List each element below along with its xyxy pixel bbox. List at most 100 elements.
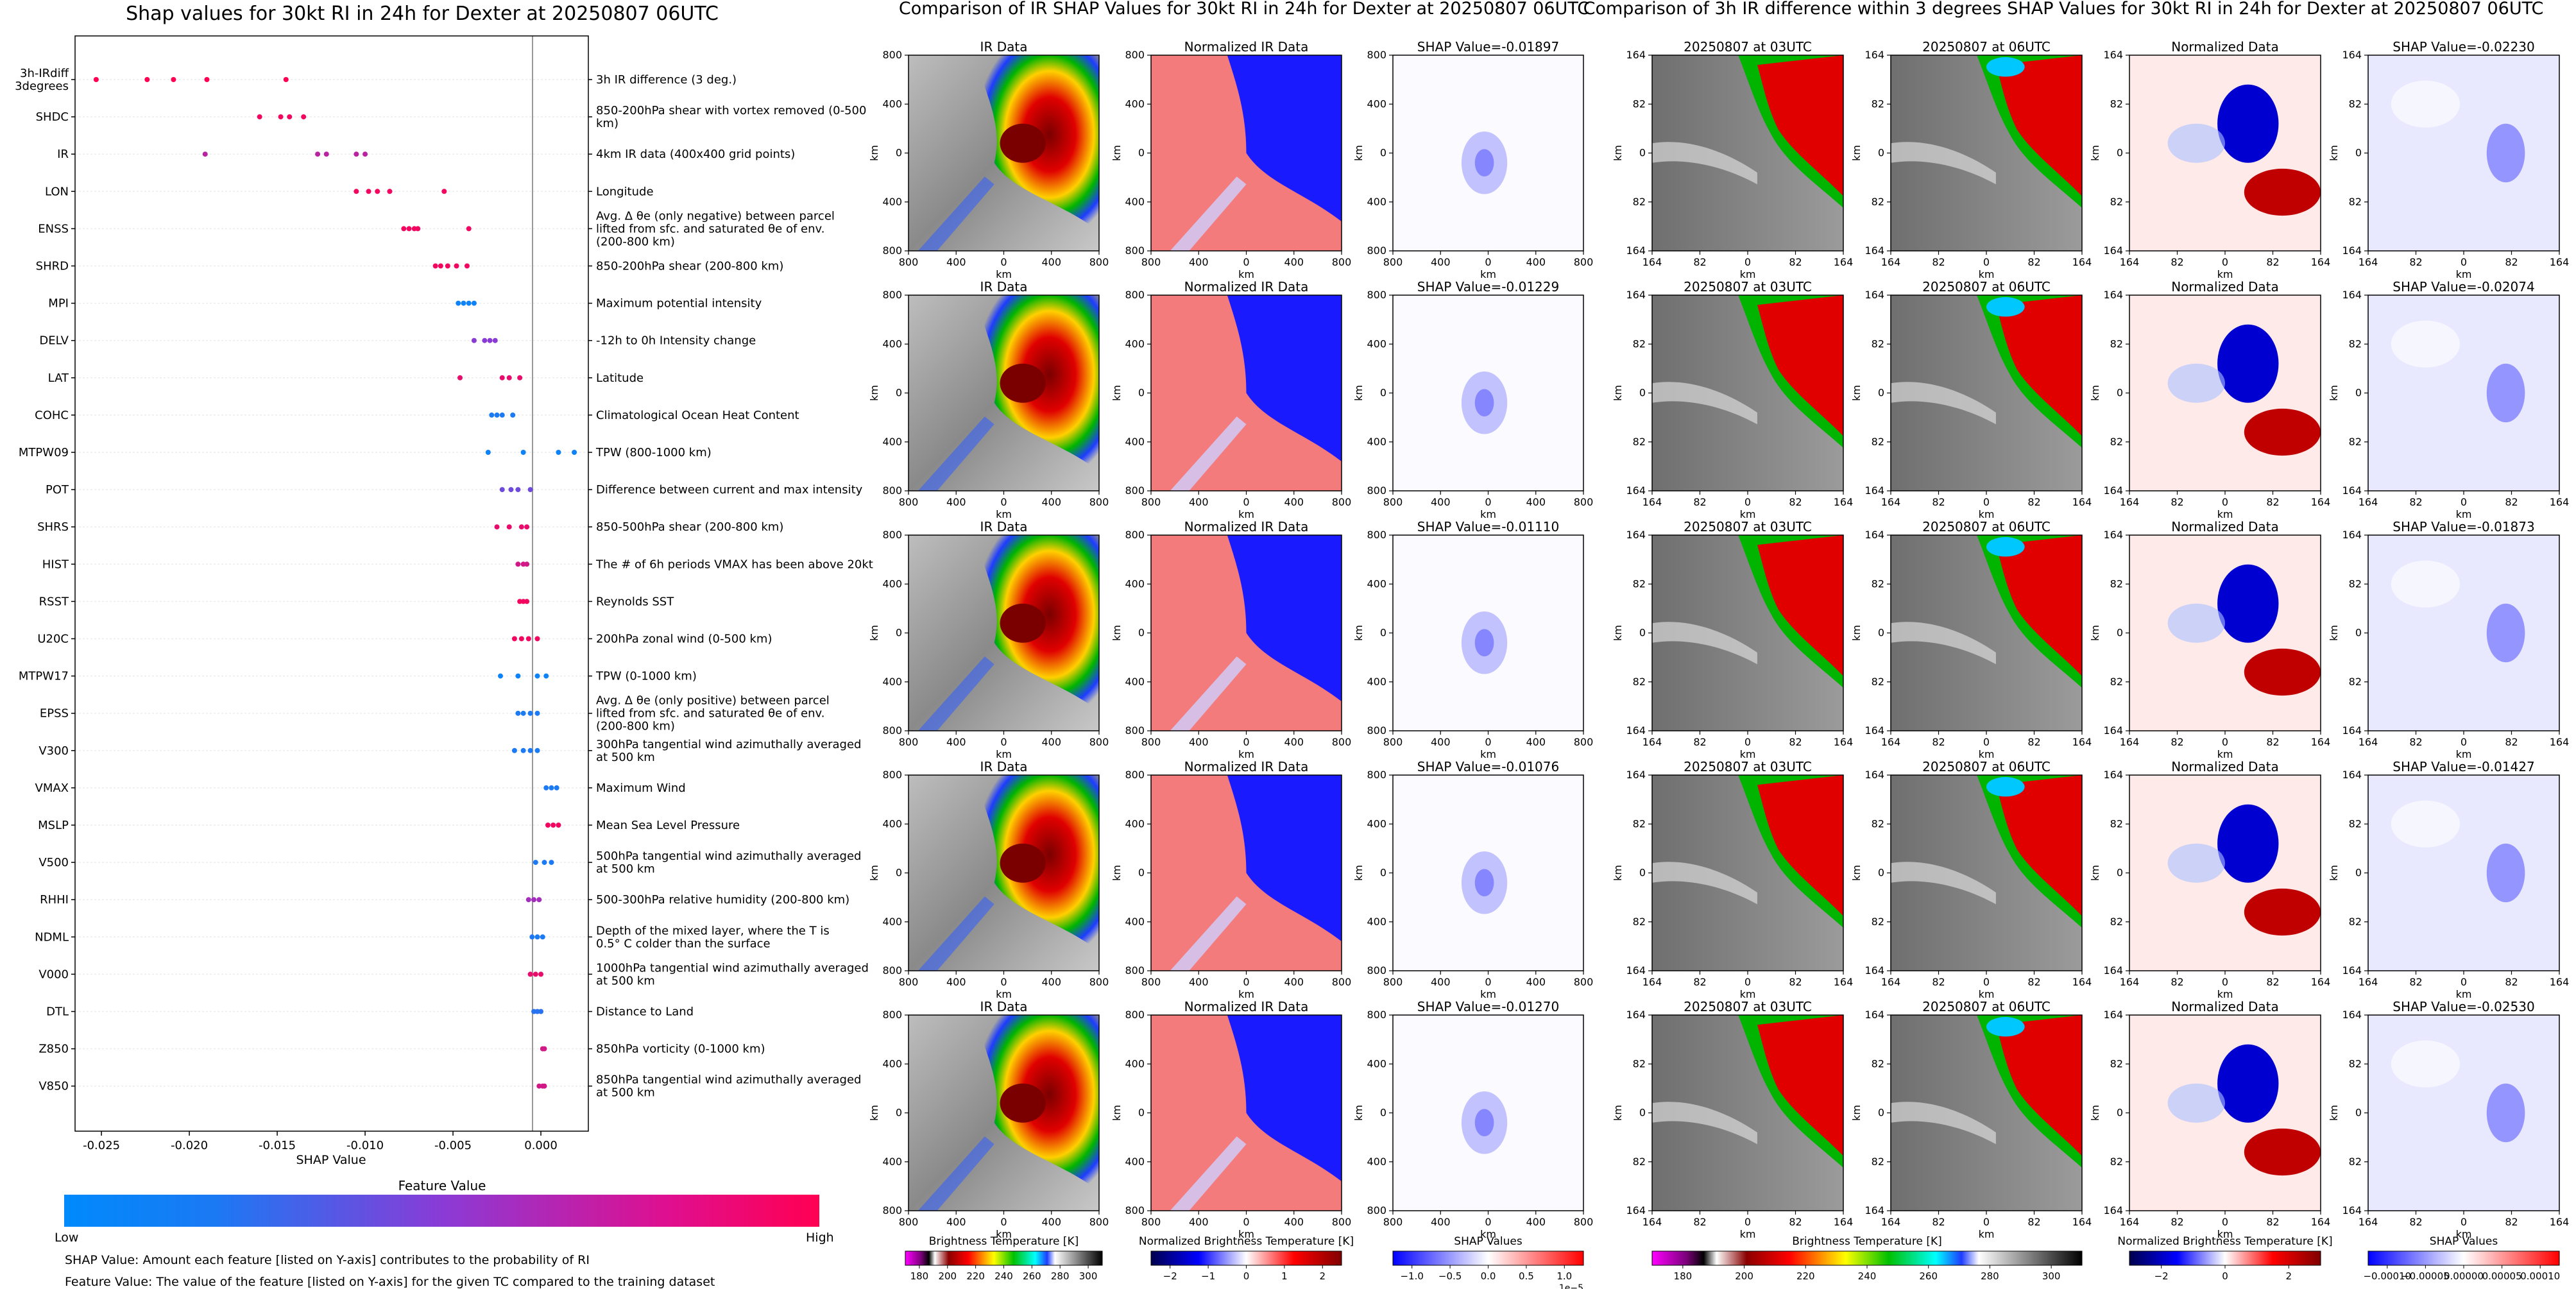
x-tick-label: 800 bbox=[1574, 976, 1594, 988]
colorbar-tick-label: 300 bbox=[1079, 1270, 1098, 1282]
x-tick-label: 82 bbox=[2505, 736, 2518, 748]
colorbar-tick-label: 2 bbox=[2286, 1270, 2292, 1282]
feature-desc-26: 850hPa vorticity (0-1000 km) bbox=[596, 1043, 765, 1056]
y-axis-label: km bbox=[2328, 865, 2340, 881]
shap-point bbox=[542, 1083, 547, 1089]
y-axis-label: km bbox=[1111, 145, 1123, 161]
shap-beeswarm-panel: Shap values for 30kt RI in 24h for Dexte… bbox=[15, 3, 873, 1289]
x-tick-label: 800 bbox=[1332, 256, 1352, 268]
x-tick-label: 164 bbox=[1834, 976, 1854, 988]
shap-point bbox=[533, 860, 538, 866]
y-axis-label: km bbox=[1111, 385, 1123, 401]
y-tick-label: 164 bbox=[2103, 724, 2123, 737]
feature-desc-20: Mean Sea Level Pressure bbox=[596, 819, 740, 832]
feature-desc-line: at 500 km bbox=[596, 1086, 655, 1100]
y-tick-label: 400 bbox=[1125, 817, 1145, 830]
y-tick-label: 400 bbox=[1125, 98, 1145, 110]
feature-label-10: MTPW09 bbox=[19, 446, 69, 459]
panel-title: Normalized IR Data bbox=[1184, 279, 1309, 295]
panel-title: IR Data bbox=[980, 519, 1028, 534]
x-axis-label: km bbox=[2456, 268, 2472, 280]
panel-title: SHAP Value=-0.01076 bbox=[1417, 759, 1559, 774]
feature-desc-line: (200-800 km) bbox=[596, 235, 675, 248]
feature-label-18: V300 bbox=[38, 744, 69, 758]
shap-point bbox=[506, 524, 512, 530]
colorbar-tick-label: 300 bbox=[2042, 1270, 2061, 1282]
feature-label-line: V850 bbox=[38, 1080, 69, 1093]
shap-point bbox=[536, 1083, 542, 1089]
shap-point bbox=[529, 934, 535, 940]
feature-desc-4: Avg. Δ θe (only negative) between parcel… bbox=[596, 209, 835, 248]
feature-desc-line: lifted from sfc. and saturated θe of env… bbox=[596, 707, 824, 721]
norm-negative bbox=[2217, 564, 2279, 643]
y-tick-label: 82 bbox=[1872, 577, 1884, 590]
colorbar-tick-label: 180 bbox=[1674, 1270, 1693, 1282]
storm-core bbox=[1000, 363, 1046, 403]
x-tick-label: 0 bbox=[1744, 976, 1751, 988]
y-tick-label: 0 bbox=[1878, 1107, 1884, 1119]
feature-desc-5: 850-200hPa shear (200-800 km) bbox=[596, 260, 783, 273]
cold-top bbox=[1986, 777, 2025, 797]
cloud-streak bbox=[1652, 382, 1757, 425]
feature-label-25: DTL bbox=[46, 1005, 69, 1019]
colorbar-tick-label: 220 bbox=[1796, 1270, 1815, 1282]
feature-desc-line: TPW (0-1000 km) bbox=[595, 670, 697, 683]
y-axis-label: km bbox=[1850, 865, 1863, 881]
y-tick-label: 164 bbox=[2342, 964, 2362, 977]
feature-label-line: HIST bbox=[42, 558, 69, 571]
cloud-core bbox=[1757, 295, 1843, 436]
shap-point bbox=[499, 487, 505, 493]
panel-title: SHAP Value=-0.01229 bbox=[1417, 279, 1559, 295]
cold-top bbox=[1986, 297, 2025, 317]
y-tick-label: 82 bbox=[1633, 577, 1646, 590]
y-tick-label: 400 bbox=[1367, 436, 1386, 448]
y-tick-label: 82 bbox=[2110, 196, 2123, 208]
x-axis-label: km bbox=[2217, 988, 2233, 1000]
feature-desc-2: 4km IR data (400x400 grid points) bbox=[596, 148, 795, 161]
feature-label-line: SHDC bbox=[36, 110, 69, 124]
colorbar bbox=[905, 1251, 1103, 1266]
y-tick-label: 0 bbox=[1380, 627, 1386, 639]
x-axis-label: km bbox=[2217, 748, 2233, 760]
shap-point bbox=[499, 375, 505, 380]
feature-label-23: NDML bbox=[35, 930, 69, 944]
x-tick-label: 82 bbox=[1789, 256, 1802, 268]
shap-point bbox=[93, 77, 99, 82]
colorbar-tick-label: 0 bbox=[1243, 1270, 1250, 1282]
x-axis-label: km bbox=[1979, 268, 1995, 280]
shap-point bbox=[363, 151, 368, 157]
feature-desc-12: 850-500hPa shear (200-800 km) bbox=[596, 520, 783, 534]
feature-label-5: SHRD bbox=[36, 260, 69, 273]
y-tick-label: 800 bbox=[1125, 964, 1145, 977]
shap-point bbox=[315, 151, 321, 157]
feature-descriptions: 3h IR difference (3 deg.) 850-200hPa shea… bbox=[595, 73, 873, 1100]
shap-point bbox=[527, 710, 533, 716]
y-tick-label: 400 bbox=[882, 337, 902, 350]
y-tick-label: 164 bbox=[2342, 1009, 2362, 1021]
panel-colorbars: Brightness Temperature [K]180 200 220 240 26… bbox=[905, 1235, 2560, 1289]
shap-point bbox=[531, 897, 537, 903]
colorbar-tick-label: 260 bbox=[1023, 1270, 1041, 1282]
x-tick-label: 82 bbox=[2409, 256, 2422, 268]
y-tick-label: 800 bbox=[882, 289, 902, 301]
cloud-band bbox=[917, 896, 994, 971]
shap-point bbox=[287, 114, 293, 120]
x-tick-label: 800 bbox=[1383, 976, 1403, 988]
norm-negative bbox=[2217, 1044, 2279, 1123]
y-tick-label: 0 bbox=[1380, 867, 1386, 879]
y-tick-label: 400 bbox=[1367, 98, 1386, 110]
x-tick-label: 82 bbox=[2505, 256, 2518, 268]
y-tick-label: 82 bbox=[2110, 577, 2123, 590]
panel-title: SHAP Value=-0.01270 bbox=[1417, 999, 1559, 1014]
y-tick-label: 82 bbox=[1633, 676, 1646, 688]
y-tick-label: 0 bbox=[1639, 387, 1646, 399]
x-tick-label: 400 bbox=[1189, 1216, 1209, 1228]
x-tick-label: 164 bbox=[2550, 496, 2570, 508]
y-tick-label: 82 bbox=[1872, 1156, 1884, 1168]
y-axis-label: km bbox=[1850, 1105, 1863, 1121]
cloud-core bbox=[1995, 295, 2082, 436]
norm-band bbox=[1170, 176, 1247, 251]
panel-title: IR Data bbox=[980, 759, 1028, 774]
panel-title: 20250807 at 06UTC bbox=[1922, 759, 2051, 774]
x-tick-label: 0 bbox=[1243, 256, 1249, 268]
